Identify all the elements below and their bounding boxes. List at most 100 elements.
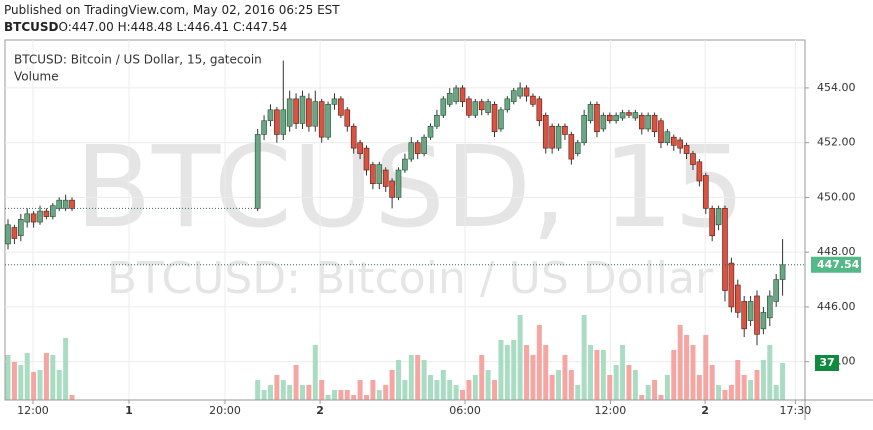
volume-bar: [684, 335, 690, 400]
candle-body: [664, 131, 671, 143]
volume-bar: [671, 350, 677, 400]
volume-bar: [568, 370, 574, 400]
volume-bar: [306, 385, 312, 400]
candle-body: [338, 98, 344, 116]
candle-body: [504, 98, 511, 111]
candle-body: [658, 120, 664, 143]
volume-bar: [780, 363, 786, 400]
volume-bar: [741, 375, 747, 400]
candle-body: [690, 153, 696, 165]
volume-bar: [434, 380, 440, 400]
x-tick-label: 2: [701, 404, 709, 417]
volume-bar: [357, 380, 363, 400]
volume-bar: [338, 390, 344, 400]
candle-body: [754, 295, 760, 335]
candle-body: [715, 208, 722, 226]
candle-body: [562, 125, 568, 135]
candle-body: [370, 164, 376, 185]
candle-body: [734, 284, 741, 313]
x-tick-label: 1: [125, 404, 133, 417]
volume-bar: [18, 365, 24, 400]
volume-bar: [748, 380, 754, 400]
candle-body: [574, 142, 581, 154]
y-tick-label: 446.00: [817, 300, 856, 313]
volume-bar: [530, 355, 536, 400]
volume-bar: [56, 370, 62, 400]
candle-body: [677, 139, 683, 149]
published: Published on TradingView.com, May 02, 20…: [4, 3, 340, 17]
candle-body: [357, 142, 363, 154]
volume-bar: [703, 335, 709, 400]
volume-bar: [5, 355, 11, 400]
x-tick-label: 17:30: [780, 404, 812, 417]
volume-bar: [11, 362, 17, 400]
candle-body: [728, 262, 735, 308]
candle-body: [363, 147, 370, 171]
volume-bar: [325, 395, 331, 400]
candle-body: [56, 199, 63, 209]
candle-body: [722, 208, 728, 291]
volume-bar: [319, 380, 325, 400]
candle-body: [50, 205, 56, 217]
volume-bar: [344, 390, 350, 400]
candle-body: [414, 142, 421, 154]
volume-bar: [492, 380, 498, 400]
volume-bar: [696, 375, 702, 400]
volume-bar: [594, 350, 600, 400]
symbol: BTCUSD: [4, 20, 59, 34]
candle-body: [587, 104, 594, 122]
volume-bar: [511, 340, 517, 400]
volume-bar: [607, 375, 613, 400]
candle-body: [632, 112, 639, 119]
candle-body: [43, 210, 50, 217]
volume-bar: [351, 395, 357, 400]
volume-bar: [421, 360, 427, 400]
ohlc: O:447.00 H:448.48 L:446.41 C:447.54: [58, 20, 288, 34]
volume-bar: [498, 340, 504, 400]
candle-body: [306, 98, 312, 127]
candle-body: [779, 264, 786, 280]
y-tick-label: 450.00: [817, 190, 856, 203]
candle-body: [651, 114, 658, 133]
candle-body: [670, 136, 677, 146]
candle-body: [11, 227, 18, 239]
candle-body: [453, 87, 459, 102]
chart-title: BTCUSD: Bitcoin / US Dollar, 15, gatecoi…: [14, 53, 262, 67]
volume-bar: [274, 375, 280, 400]
candle-body: [37, 210, 43, 223]
volume-bar: [728, 385, 734, 400]
candle-body: [69, 199, 75, 209]
volume-bar: [767, 345, 773, 400]
candle-body: [350, 125, 357, 149]
last-volume-badge: [815, 355, 839, 371]
candle-body: [312, 101, 319, 127]
candle-body: [613, 114, 619, 122]
candle-body: [402, 158, 408, 171]
y-tick-label: 454.00: [817, 81, 856, 94]
candle-body: [434, 114, 440, 127]
candle-body: [645, 114, 651, 130]
candle-body: [389, 180, 395, 198]
volume-bar: [639, 395, 645, 400]
candle-body: [510, 90, 517, 102]
volume-bar: [652, 380, 658, 400]
candle-body: [274, 109, 280, 135]
candle-body: [318, 101, 325, 138]
candle-body: [30, 213, 37, 223]
volume-bar: [280, 380, 286, 400]
volume-bar: [383, 385, 389, 400]
candle-body: [286, 98, 293, 127]
candle-body: [325, 104, 331, 138]
volume-bar: [664, 375, 670, 400]
candle-body: [568, 134, 575, 160]
volume-bar: [453, 385, 459, 400]
candle-body: [606, 114, 613, 122]
volume-bar: [389, 370, 395, 400]
volume-bar: [261, 390, 267, 400]
volume-bar: [536, 325, 542, 400]
candle-body: [581, 114, 587, 143]
candle-body: [261, 120, 267, 135]
volume-bar: [524, 345, 530, 400]
